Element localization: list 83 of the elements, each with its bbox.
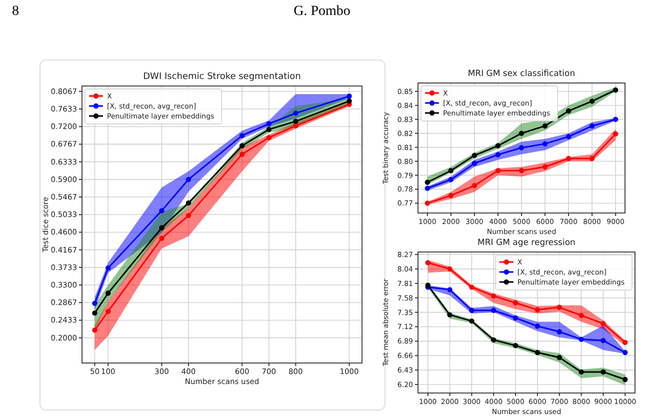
point — [578, 336, 584, 342]
point — [512, 342, 518, 348]
text: 8 — [12, 4, 19, 19]
point — [293, 123, 298, 128]
point — [542, 141, 548, 146]
point — [612, 116, 618, 122]
point — [556, 354, 562, 360]
point — [518, 145, 524, 150]
point — [495, 143, 501, 148]
point — [622, 376, 628, 382]
point — [239, 152, 245, 157]
point — [472, 160, 478, 166]
point — [346, 94, 352, 99]
point — [448, 168, 454, 174]
point — [542, 123, 548, 129]
point — [469, 284, 474, 290]
point — [186, 212, 192, 218]
point — [512, 315, 518, 321]
point — [518, 168, 524, 174]
point — [293, 110, 298, 116]
point — [424, 186, 430, 191]
chart-title: MRI GM age regression — [478, 238, 576, 248]
point — [186, 200, 192, 206]
point — [556, 329, 562, 334]
point — [159, 208, 164, 214]
point — [589, 156, 595, 162]
point — [472, 183, 478, 188]
point — [106, 265, 111, 271]
point — [92, 310, 98, 316]
point — [542, 164, 548, 170]
point — [425, 260, 430, 266]
point — [512, 300, 518, 306]
point — [495, 168, 501, 174]
chart-title: MRI GM sex classification — [468, 69, 576, 79]
point — [518, 130, 524, 136]
point — [424, 200, 430, 206]
point — [472, 152, 478, 158]
point — [92, 328, 98, 333]
point — [491, 308, 496, 314]
point — [566, 108, 572, 114]
point — [491, 337, 496, 343]
point — [447, 287, 452, 292]
point — [106, 290, 111, 296]
point — [600, 369, 606, 375]
point — [491, 293, 496, 299]
point — [495, 152, 501, 158]
point — [293, 118, 298, 124]
point — [556, 304, 562, 310]
point — [578, 312, 584, 318]
point — [266, 126, 272, 132]
point — [106, 308, 111, 314]
point — [159, 236, 164, 241]
point — [622, 350, 628, 356]
text: G. Pombo — [294, 4, 350, 19]
point — [578, 369, 584, 375]
point — [469, 318, 474, 324]
point — [424, 180, 430, 185]
point — [346, 98, 352, 104]
point — [534, 324, 540, 329]
point — [534, 307, 540, 312]
point — [448, 176, 454, 182]
point — [600, 338, 606, 344]
point — [159, 225, 164, 230]
point — [239, 132, 245, 138]
point — [612, 131, 618, 136]
point — [469, 308, 474, 314]
point — [186, 176, 192, 182]
point — [266, 134, 272, 140]
point — [612, 87, 618, 93]
point — [566, 156, 572, 162]
point — [566, 134, 572, 140]
point — [447, 266, 452, 272]
point — [92, 300, 98, 306]
point — [622, 340, 628, 346]
point — [589, 98, 595, 104]
chart-title: DWI Ischemic Stroke segmentation — [143, 72, 301, 82]
point — [448, 192, 454, 198]
point — [239, 143, 245, 148]
point — [266, 121, 272, 126]
point — [589, 123, 595, 129]
point — [534, 350, 540, 356]
point — [447, 312, 452, 318]
point — [600, 321, 606, 326]
